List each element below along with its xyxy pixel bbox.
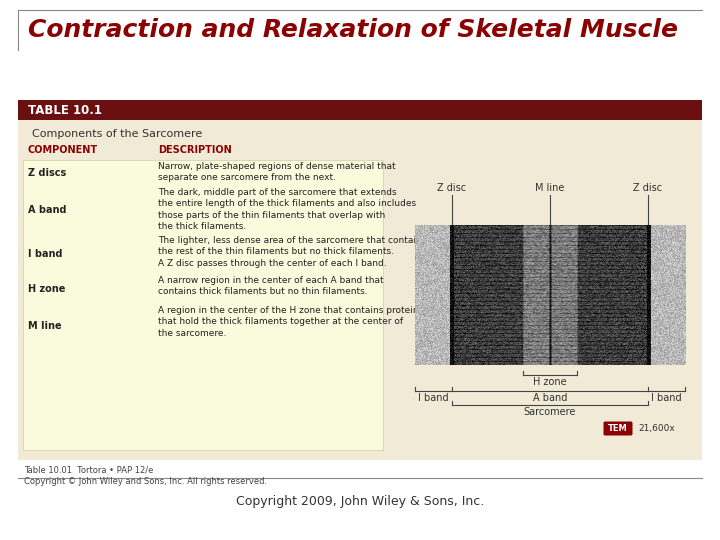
Text: Z disc: Z disc [634,183,662,193]
Text: Z disc: Z disc [438,183,467,193]
Text: Copyright © John Wiley and Sons, Inc. All rights reserved.: Copyright © John Wiley and Sons, Inc. Al… [24,476,267,485]
Text: DESCRIPTION: DESCRIPTION [158,145,232,155]
Bar [23,160,383,450]
Text: M line: M line [535,183,564,193]
Text: COMPONENT: COMPONENT [28,145,98,155]
Text: TABLE 10.1: TABLE 10.1 [28,104,102,117]
Bar [18,100,702,120]
Text: A band: A band [533,393,567,403]
Text: I band: I band [28,249,63,259]
Text: Z discs: Z discs [28,168,66,178]
Text: Narrow, plate-shaped regions of dense material that
separate one sarcomere from : Narrow, plate-shaped regions of dense ma… [158,162,395,183]
Text: I band: I band [651,393,682,403]
Text: M line: M line [28,321,62,331]
Text: TEM: TEM [608,424,628,433]
Text: Sarcomere: Sarcomere [524,407,576,417]
Text: A band: A band [28,205,66,215]
Text: Table 10.01  Tortora • PAP 12/e: Table 10.01 Tortora • PAP 12/e [24,465,153,475]
Text: Copyright 2009, John Wiley & Sons, Inc.: Copyright 2009, John Wiley & Sons, Inc. [236,496,484,509]
Bar [18,100,702,460]
FancyBboxPatch shape [603,422,632,435]
Text: The lighter, less dense area of the sarcomere that contains
the rest of the thin: The lighter, less dense area of the sarc… [158,236,426,268]
Text: 21,600x: 21,600x [638,424,675,433]
Text: Contraction and Relaxation of Skeletal Muscle: Contraction and Relaxation of Skeletal M… [28,18,678,42]
Text: H zone: H zone [28,284,66,294]
Text: A narrow region in the center of each A band that
contains thick filaments but n: A narrow region in the center of each A … [158,276,384,296]
Text: H zone: H zone [534,377,567,387]
Text: Components of the Sarcomere: Components of the Sarcomere [32,129,202,139]
Text: A region in the center of the H zone that contains proteins
that hold the thick : A region in the center of the H zone tha… [158,306,423,338]
Text: I band: I band [418,393,449,403]
Text: The dark, middle part of the sarcomere that extends
the entire length of the thi: The dark, middle part of the sarcomere t… [158,188,416,231]
